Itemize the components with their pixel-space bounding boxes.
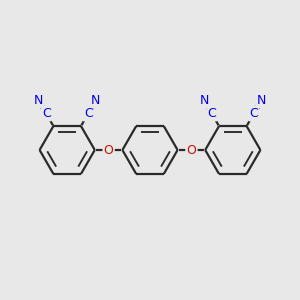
Text: C: C [249,107,258,120]
Text: N: N [34,94,43,107]
Text: N: N [91,94,101,107]
Text: C: C [208,107,216,120]
Text: O: O [187,143,196,157]
Text: O: O [104,143,113,157]
Text: C: C [42,107,51,120]
Text: N: N [200,94,209,107]
Text: N: N [257,94,266,107]
Text: C: C [84,107,92,120]
